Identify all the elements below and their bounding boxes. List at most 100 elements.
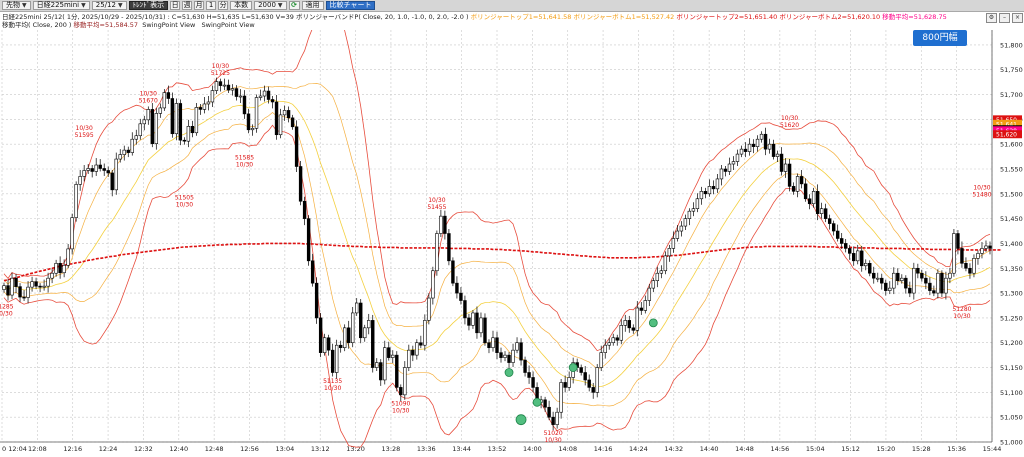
- candle-body: [471, 312, 475, 326]
- swing-point-label: 10/30: [392, 407, 409, 414]
- candle-body: [583, 372, 587, 381]
- candle-body: [102, 168, 106, 171]
- swing-point-label: 10/30: [781, 115, 798, 122]
- candle-body: [787, 163, 792, 187]
- swing-point-label: 10/30: [544, 437, 561, 444]
- x-tick-label: 14:48: [735, 445, 754, 453]
- candle-body: [375, 362, 379, 368]
- candle-body: [920, 272, 924, 279]
- candle-body: [166, 92, 171, 99]
- swing-point-label: 51620: [780, 122, 799, 129]
- period-month-button[interactable]: 月: [194, 1, 205, 10]
- chart-type-button[interactable]: ﾄﾚﾝﾄﾞ表示: [128, 1, 169, 10]
- x-tick-label: 14:56: [770, 445, 789, 453]
- y-tick-label: 51,100: [1000, 389, 1023, 397]
- candle-body: [274, 101, 279, 136]
- candle-body: [908, 287, 912, 294]
- candle-body: [755, 138, 760, 147]
- candle-body: [956, 233, 960, 249]
- candle-body: [615, 337, 619, 341]
- close-icon[interactable]: ×: [1012, 13, 1023, 23]
- swing-point-label: 51455: [427, 204, 446, 211]
- candle-body: [118, 154, 122, 160]
- price-chart[interactable]: 51,80051,75051,70051,65051,60051,55051,5…: [0, 30, 1024, 457]
- product-select[interactable]: 先物 ▼: [2, 1, 31, 10]
- candle-body: [34, 281, 38, 287]
- y-tick-label: 51,750: [1000, 66, 1023, 74]
- candle-body: [178, 103, 183, 141]
- candle-body: [262, 90, 267, 97]
- candle-body: [892, 272, 896, 289]
- candle-body: [944, 277, 948, 294]
- candle-body: [18, 286, 22, 298]
- apply-button[interactable]: 適用: [301, 1, 324, 10]
- swing-point-label: 51020: [544, 430, 563, 437]
- ma200-title: 移動平均( Close, 200 ): [2, 21, 72, 29]
- y-tick-label: 51,400: [1000, 240, 1023, 248]
- price-tag: [993, 130, 1022, 139]
- candle-body: [190, 125, 195, 134]
- candle-body: [138, 123, 142, 137]
- refresh-icon[interactable]: ⟳: [288, 1, 300, 10]
- period-week-button[interactable]: 週: [182, 1, 193, 10]
- swingpoint-label-1: SwingPoint View: [142, 21, 196, 29]
- x-tick-label: 15:12: [841, 445, 860, 453]
- period-day-button[interactable]: 日: [170, 1, 181, 10]
- candle-body: [803, 183, 808, 200]
- x-tick-label: 12:16: [63, 445, 82, 453]
- bars-value: 2000: [258, 1, 276, 9]
- candle-body: [699, 191, 704, 200]
- swing-point-label: 10/30: [0, 311, 13, 318]
- index-select[interactable]: 日経225mini ▼: [32, 1, 90, 10]
- range-badge: 800円幅: [913, 30, 967, 46]
- swing-point-label: 10/30: [428, 197, 445, 204]
- chevron-down-icon: ▼: [117, 2, 123, 9]
- minimize-icon[interactable]: –: [999, 13, 1010, 23]
- y-tick-label: 51,350: [1000, 265, 1023, 273]
- swing-marker: [568, 363, 578, 372]
- settings-icon[interactable]: ⚙: [986, 13, 997, 23]
- x-tick-label: 15:44: [983, 445, 1002, 453]
- candle-body: [483, 317, 487, 344]
- candle-body: [523, 359, 527, 373]
- candle-body: [747, 143, 752, 152]
- candle-body: [6, 285, 10, 296]
- indicator-info-line-1: 日経225mini 25/12( 1分, 2025/10/29 - 2025/1…: [2, 13, 947, 21]
- interval-field[interactable]: 1: [206, 1, 217, 10]
- y-tick-label: 51,600: [1000, 141, 1023, 149]
- y-tick-label: 51,300: [1000, 290, 1023, 298]
- candle-body: [254, 97, 259, 129]
- x-tick-label: 13:04: [275, 445, 294, 453]
- contract-select[interactable]: 25/12 ▼: [91, 1, 127, 10]
- candle-body: [551, 416, 555, 425]
- y-tick-label: 51,450: [1000, 215, 1023, 223]
- compare-chart-button[interactable]: 比較チャート: [325, 1, 376, 10]
- bars-select[interactable]: 2000 ▼: [254, 1, 287, 10]
- candle-body: [603, 344, 607, 353]
- candle-body: [635, 307, 639, 331]
- candle-body: [976, 253, 980, 259]
- candle-body: [66, 248, 70, 266]
- candle-body: [170, 98, 175, 135]
- candle-body: [775, 153, 780, 157]
- candle-body: [334, 344, 339, 373]
- bollinger-mid-line: [3, 99, 991, 388]
- x-tick-label: 12:08: [28, 445, 47, 453]
- candle-body: [848, 248, 852, 254]
- candle-body: [86, 168, 90, 171]
- candle-body: [427, 297, 431, 321]
- swingpoint-label-2: SwingPoint View: [201, 21, 255, 29]
- candle-body: [346, 327, 351, 344]
- x-tick-label: 13:36: [417, 445, 436, 453]
- candle-body: [527, 372, 531, 378]
- candle-body: [90, 168, 94, 172]
- period-minute-button[interactable]: 分: [218, 1, 229, 10]
- swing-point-label: 10/30: [140, 90, 157, 97]
- candle-body: [42, 285, 46, 288]
- candle-body: [860, 250, 864, 267]
- candle-body: [210, 90, 215, 103]
- candle-body: [916, 267, 920, 274]
- swing-point-label: 51585: [235, 155, 254, 162]
- swing-point-label: 10/30: [212, 63, 229, 70]
- candle-body: [579, 367, 583, 373]
